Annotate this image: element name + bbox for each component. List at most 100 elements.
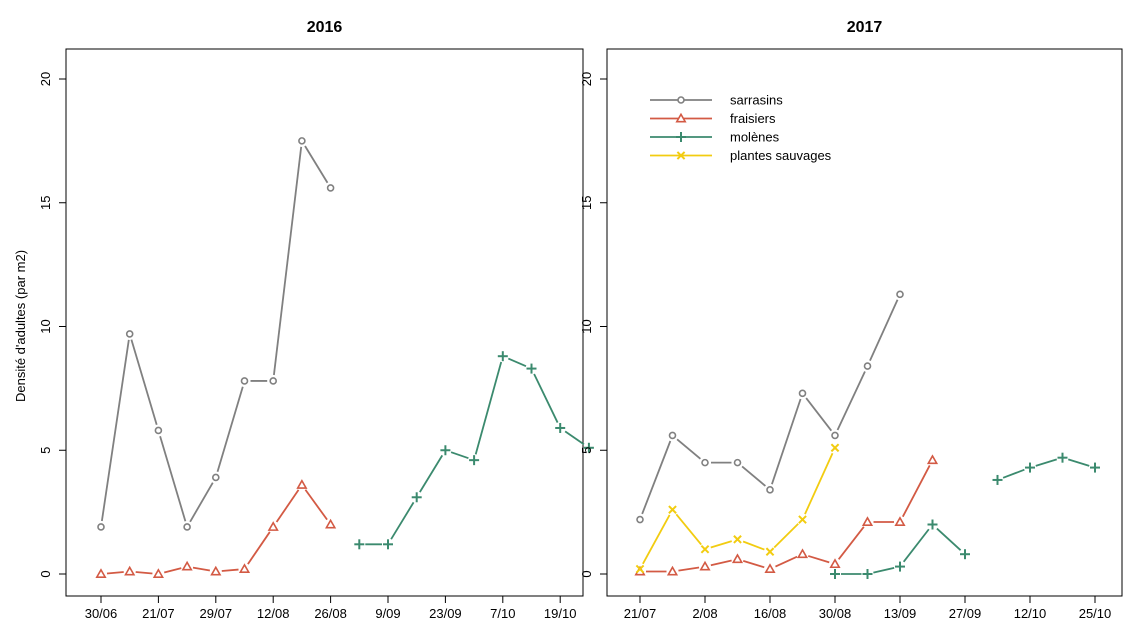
data-point xyxy=(830,569,840,579)
panel-title: 2016 xyxy=(307,19,343,36)
series-fraisiers xyxy=(634,454,939,576)
data-point xyxy=(635,564,645,574)
data-point xyxy=(354,539,365,550)
x-tick-label: 12/10 xyxy=(1014,606,1047,621)
legend-label: plantes sauvages xyxy=(730,148,832,163)
series-line-segment xyxy=(163,567,182,574)
data-point xyxy=(97,523,105,531)
y-axis-label: Densité d'adultes (par m2) xyxy=(13,250,28,402)
series-molenes xyxy=(830,452,1100,579)
x-tick-label: 2/08 xyxy=(692,606,717,621)
x-tick-label: 7/10 xyxy=(490,606,515,621)
x-tick-label: 21/07 xyxy=(142,606,175,621)
x-tick-label: 29/07 xyxy=(200,606,233,621)
data-point xyxy=(1090,462,1100,473)
legend-entry-molenes: molènes xyxy=(650,130,780,145)
data-point xyxy=(926,454,939,465)
data-point xyxy=(733,458,742,467)
panel-2016: 2016 0 5 10 15 20 30/06 21/07 29/07 12/08 26/08 9/0… xyxy=(38,19,594,621)
data-point xyxy=(798,389,807,398)
x-tick-label: 16/08 xyxy=(754,606,787,621)
series-line-segment xyxy=(902,528,930,563)
series-line-segment xyxy=(304,145,329,184)
data-point xyxy=(699,560,711,571)
series-line-segment xyxy=(807,555,830,564)
series-line-segment xyxy=(804,452,834,515)
legend-label: sarrasins xyxy=(730,93,783,108)
series-line-segment xyxy=(159,435,187,522)
series-line-segment xyxy=(837,526,865,560)
x-tick-label: 25/10 xyxy=(1079,606,1112,621)
series-line-segment xyxy=(130,339,158,425)
legend-marker xyxy=(677,96,685,104)
data-point xyxy=(240,377,249,385)
data-point xyxy=(325,518,337,529)
series-line-segment xyxy=(247,531,271,565)
data-point xyxy=(1025,462,1035,473)
y-tick-label: 10 xyxy=(579,319,594,333)
data-point xyxy=(831,431,839,440)
data-point xyxy=(526,363,537,374)
data-point xyxy=(154,426,163,435)
data-point xyxy=(766,486,774,494)
series-line-segment xyxy=(773,523,799,549)
series-line-segment xyxy=(678,566,700,572)
series-line-segment xyxy=(642,514,671,565)
data-point xyxy=(469,455,480,466)
data-point xyxy=(894,516,906,526)
data-point xyxy=(700,544,710,554)
y-tick-label: 10 xyxy=(38,319,53,333)
x-tick-label: 23/09 xyxy=(429,606,462,621)
plot-frame xyxy=(606,48,1123,597)
series-line-segment xyxy=(641,440,672,515)
data-point xyxy=(731,553,744,564)
x-tick-label: 12/08 xyxy=(257,606,290,621)
series-line-segment xyxy=(275,489,300,523)
series-line-segment xyxy=(106,571,124,575)
y-tick-label: 0 xyxy=(38,570,53,577)
series-line-segment xyxy=(474,361,503,455)
x-tick-label: 9/09 xyxy=(375,606,400,621)
data-point xyxy=(668,505,677,514)
series-line-segment xyxy=(805,397,833,432)
series-plantes_sauvages xyxy=(635,443,840,574)
legend-marker xyxy=(676,151,686,160)
data-point xyxy=(992,474,1003,485)
series-molenes xyxy=(354,351,594,550)
series-sarrasins xyxy=(636,290,904,524)
data-point xyxy=(411,492,422,503)
data-point xyxy=(1057,452,1068,463)
data-point xyxy=(764,563,776,574)
series-line-segment xyxy=(1002,468,1025,479)
x-tick-label: 21/07 xyxy=(624,606,657,621)
series-line-segment xyxy=(775,555,798,568)
data-point xyxy=(269,377,278,385)
y-tick-label: 15 xyxy=(38,196,53,210)
data-point xyxy=(895,561,905,572)
data-point xyxy=(212,473,220,482)
series-line-segment xyxy=(273,146,303,376)
panel-2017: 2017 0 5 10 15 20 21/07 2/08 16/08 30/08 13/09 27/0… xyxy=(579,19,1123,621)
y-tick-label: 5 xyxy=(579,447,594,454)
series-line-segment xyxy=(901,465,931,518)
series-line-segment xyxy=(869,299,899,362)
series-line-segment xyxy=(741,465,766,487)
series-line-segment xyxy=(873,567,895,574)
y-tick-label: 0 xyxy=(579,570,594,577)
data-point xyxy=(765,547,775,557)
panel-title: 2017 xyxy=(847,19,883,36)
legend-entry-sarrasins: sarrasins xyxy=(650,93,783,108)
series-sarrasins xyxy=(97,137,335,531)
legend-entry-plantes_sauvages: plantes sauvages xyxy=(650,148,832,163)
series-line-segment xyxy=(675,513,702,546)
data-point xyxy=(125,330,134,338)
series-line-segment xyxy=(304,489,328,521)
legend-label: fraisiers xyxy=(730,111,776,126)
data-point xyxy=(183,523,191,531)
data-point xyxy=(927,519,938,530)
data-point xyxy=(701,458,709,467)
series-line-segment xyxy=(742,560,765,569)
y-tick-label: 20 xyxy=(38,72,53,86)
data-point xyxy=(440,445,451,456)
x-tick-label: 30/08 xyxy=(819,606,852,621)
